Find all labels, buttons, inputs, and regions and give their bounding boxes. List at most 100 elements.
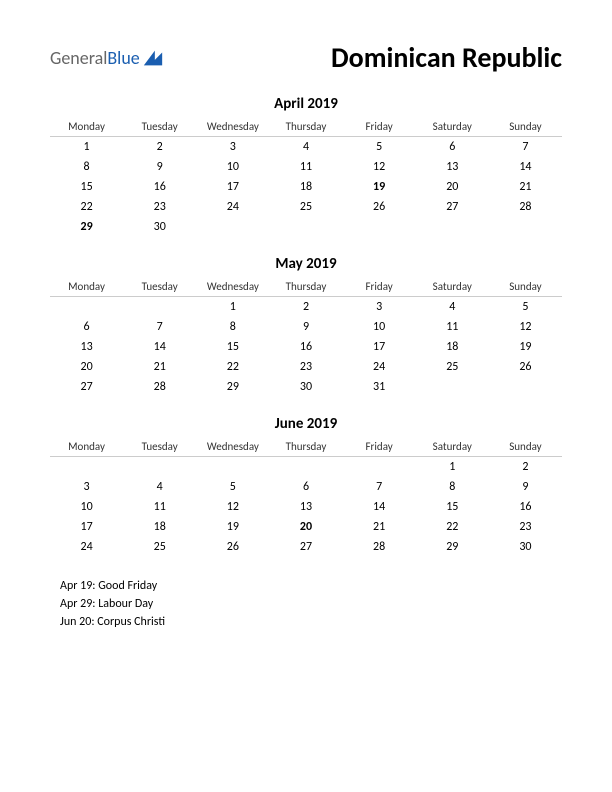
calendar-row: 6789101112 <box>50 317 562 337</box>
calendar-cell: 1 <box>50 137 123 158</box>
month-block: April 2019MondayTuesdayWednesdayThursday… <box>50 95 562 237</box>
month-title: June 2019 <box>50 415 562 433</box>
calendar-cell: 11 <box>269 157 342 177</box>
calendar-cell: 21 <box>489 177 562 197</box>
calendar-cell: 12 <box>343 157 416 177</box>
calendar-cell: 18 <box>123 517 196 537</box>
calendar-cell: 27 <box>269 537 342 557</box>
day-header: Wednesday <box>196 277 269 297</box>
calendar-row: 12 <box>50 457 562 478</box>
calendar-cell: 3 <box>50 477 123 497</box>
calendar-cell: 9 <box>123 157 196 177</box>
calendar-cell: 11 <box>416 317 489 337</box>
holidays-list: Apr 19: Good FridayApr 29: Labour DayJun… <box>50 577 562 631</box>
month-block: June 2019 MondayTuesdayWednesdayThursdayF… <box>50 415 562 557</box>
calendar-cell: 20 <box>416 177 489 197</box>
calendar-cell <box>489 217 562 237</box>
calendar-row: 24252627282930 <box>50 537 562 557</box>
calendar-cell: 2 <box>269 297 342 318</box>
calendar-cell: 14 <box>123 337 196 357</box>
calendar-cell: 24 <box>50 537 123 557</box>
calendar-row: 3456789 <box>50 477 562 497</box>
day-header: Tuesday <box>123 437 196 457</box>
calendar-cell: 17 <box>50 517 123 537</box>
calendar-cell <box>343 457 416 478</box>
calendar-row: 17181920212223 <box>50 517 562 537</box>
calendar-cell: 4 <box>123 477 196 497</box>
calendar-cell: 15 <box>416 497 489 517</box>
calendar-cell: 27 <box>416 197 489 217</box>
calendar-cell <box>123 457 196 478</box>
calendar-table: MondayTuesdayWednesdayThursdayFridaySatu… <box>50 437 562 557</box>
calendar-cell: 19 <box>196 517 269 537</box>
day-header: Sunday <box>489 437 562 457</box>
day-header: Friday <box>343 437 416 457</box>
day-header: Monday <box>50 277 123 297</box>
day-header: Wednesday <box>196 437 269 457</box>
calendar-cell: 9 <box>489 477 562 497</box>
calendar-cell: 19 <box>343 177 416 197</box>
calendar-cell: 22 <box>416 517 489 537</box>
calendar-row: 2728293031 <box>50 377 562 397</box>
calendar-cell <box>489 377 562 397</box>
calendar-cell: 26 <box>489 357 562 377</box>
calendar-cell: 19 <box>489 337 562 357</box>
day-header: Saturday <box>416 117 489 137</box>
calendar-cell: 1 <box>196 297 269 318</box>
calendar-cell: 7 <box>123 317 196 337</box>
calendar-cell: 25 <box>269 197 342 217</box>
calendar-cell: 5 <box>489 297 562 318</box>
calendar-cell: 16 <box>489 497 562 517</box>
calendar-cell: 9 <box>269 317 342 337</box>
calendar-cell: 2 <box>123 137 196 158</box>
calendar-cell: 4 <box>269 137 342 158</box>
month-block: May 2019MondayTuesdayWednesdayThursdayFr… <box>50 255 562 397</box>
logo-arrow-icon <box>142 47 164 69</box>
calendar-cell <box>416 377 489 397</box>
holiday-entry: Apr 29: Labour Day <box>60 595 562 613</box>
calendar-cell: 24 <box>343 357 416 377</box>
calendar-cell: 7 <box>343 477 416 497</box>
calendar-row: 22232425262728 <box>50 197 562 217</box>
calendar-cell: 17 <box>343 337 416 357</box>
calendar-cell: 5 <box>343 137 416 158</box>
calendar-cell <box>196 217 269 237</box>
calendars-container: April 2019MondayTuesdayWednesdayThursday… <box>50 95 562 557</box>
day-header: Monday <box>50 437 123 457</box>
day-header: Friday <box>343 277 416 297</box>
calendar-cell: 8 <box>196 317 269 337</box>
day-header: Thursday <box>269 437 342 457</box>
calendar-cell: 13 <box>416 157 489 177</box>
calendar-row: 15161718192021 <box>50 177 562 197</box>
day-header: Friday <box>343 117 416 137</box>
calendar-cell: 15 <box>50 177 123 197</box>
calendar-cell <box>123 297 196 318</box>
calendar-row: 20212223242526 <box>50 357 562 377</box>
calendar-cell: 3 <box>196 137 269 158</box>
calendar-cell: 13 <box>269 497 342 517</box>
holiday-entry: Jun 20: Corpus Christi <box>60 613 562 631</box>
calendar-cell: 11 <box>123 497 196 517</box>
day-header: Sunday <box>489 277 562 297</box>
day-header: Tuesday <box>123 117 196 137</box>
calendar-cell: 13 <box>50 337 123 357</box>
calendar-cell: 16 <box>269 337 342 357</box>
calendar-cell: 14 <box>343 497 416 517</box>
calendar-cell: 20 <box>50 357 123 377</box>
day-header: Sunday <box>489 117 562 137</box>
calendar-row: 2930 <box>50 217 562 237</box>
logo-text-blue: Blue <box>107 47 139 69</box>
logo: GeneralBlue <box>50 47 164 69</box>
calendar-cell: 12 <box>196 497 269 517</box>
calendar-cell: 1 <box>416 457 489 478</box>
day-header: Monday <box>50 117 123 137</box>
calendar-cell: 6 <box>416 137 489 158</box>
day-header: Thursday <box>269 117 342 137</box>
calendar-cell: 30 <box>123 217 196 237</box>
calendar-cell: 25 <box>416 357 489 377</box>
calendar-cell: 6 <box>50 317 123 337</box>
calendar-row: 10111213141516 <box>50 497 562 517</box>
calendar-cell <box>269 457 342 478</box>
calendar-cell: 14 <box>489 157 562 177</box>
calendar-cell: 30 <box>489 537 562 557</box>
